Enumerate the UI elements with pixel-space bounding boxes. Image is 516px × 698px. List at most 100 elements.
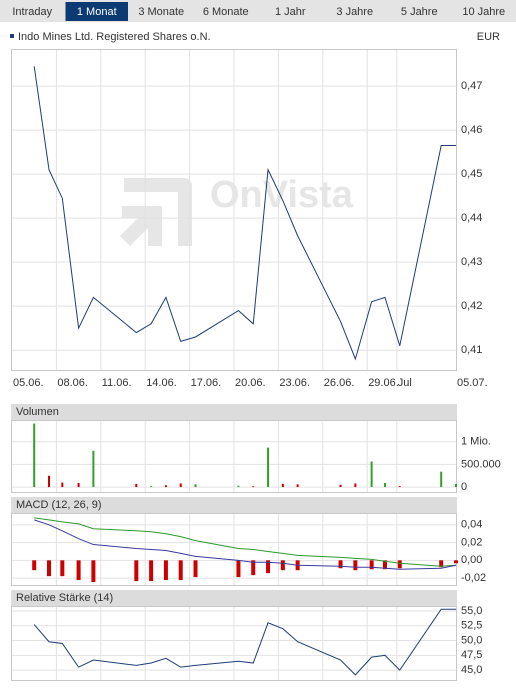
- tab[interactable]: [452, 2, 516, 21]
- tab[interactable]: [194, 2, 258, 21]
- y-tick-label: 1 Mio.: [461, 436, 491, 448]
- bar: [47, 560, 51, 577]
- line: [34, 519, 457, 570]
- bar: [149, 560, 154, 582]
- tab[interactable]: [130, 2, 193, 21]
- panel-title: Volumen: [16, 406, 59, 418]
- bar: [339, 484, 342, 488]
- instrument-name: Indo Mines Ltd. Registered Shares o.N.: [18, 31, 211, 43]
- line: [33, 66, 456, 361]
- bar: [76, 560, 81, 581]
- bar: [280, 560, 285, 571]
- tab[interactable]: [1, 2, 64, 21]
- y-tick-label: 0: [461, 481, 467, 493]
- bar: [454, 560, 458, 564]
- x-tick-label: 17.06.: [191, 377, 222, 389]
- tab[interactable]: [323, 2, 387, 21]
- y-tick-label: 0,44: [461, 212, 482, 224]
- tab-label[interactable]: Intraday: [12, 6, 52, 18]
- bar: [440, 471, 443, 488]
- bar: [48, 475, 50, 488]
- tab[interactable]: [259, 2, 322, 21]
- tab-label[interactable]: 3 Monate: [138, 6, 184, 18]
- bar: [353, 560, 358, 571]
- watermark-icon: [120, 178, 192, 246]
- bar: [135, 483, 138, 488]
- panel-title: Relative Stärke (14): [16, 592, 113, 604]
- bar: [398, 486, 401, 488]
- bar: [32, 560, 37, 571]
- tab-label[interactable]: 5 Jahre: [401, 6, 438, 18]
- currency: EUR: [477, 31, 500, 43]
- y-tick-label: 0,42: [461, 300, 482, 312]
- y-tick-label: 45,0: [461, 664, 482, 676]
- bar: [194, 484, 197, 488]
- panel-header: [11, 497, 457, 513]
- bar: [33, 423, 36, 488]
- tab-label[interactable]: 10 Jahre: [462, 6, 505, 18]
- bar: [281, 483, 284, 488]
- y-tick-label: 0,46: [461, 124, 482, 136]
- bar: [193, 560, 198, 578]
- y-tick-label: 0,47: [461, 80, 482, 92]
- bar: [252, 486, 255, 488]
- panel-header: [11, 590, 457, 606]
- bar: [382, 560, 387, 570]
- y-tick-label: 0,41: [461, 344, 482, 356]
- y-tick-label: 0,02: [461, 536, 482, 548]
- y-tick-label: 52,5: [461, 620, 482, 632]
- x-tick-label: 08.06.: [57, 377, 88, 389]
- bar: [163, 560, 168, 581]
- y-tick-label: 0,00: [461, 554, 482, 566]
- y-tick-label: 0,04: [461, 519, 482, 531]
- bar: [134, 560, 139, 582]
- bar: [251, 560, 256, 576]
- bar: [369, 560, 374, 570]
- bar: [92, 450, 95, 488]
- tab-bar: [0, 0, 516, 22]
- x-tick-label: Jul: [398, 377, 412, 389]
- bar: [178, 560, 183, 581]
- x-tick-label: 11.06.: [102, 377, 132, 389]
- watermark: OnVista: [210, 174, 354, 216]
- bar: [266, 560, 271, 574]
- panel-title: MACD (12, 26, 9): [16, 499, 102, 511]
- x-tick-label: 20.06.: [235, 377, 266, 389]
- bar: [383, 482, 386, 488]
- y-tick-label: -0,02: [461, 572, 486, 584]
- x-tick-label: 05.06.: [13, 377, 44, 389]
- bar: [61, 482, 64, 488]
- y-tick-label: 500.000: [461, 458, 501, 470]
- tab-label[interactable]: 1 Monat: [77, 6, 117, 18]
- bar: [397, 560, 402, 569]
- bar: [439, 560, 444, 568]
- y-tick-label: 0,45: [461, 168, 482, 180]
- bullet: [10, 34, 14, 38]
- y-tick-label: 50,0: [461, 634, 482, 646]
- tab[interactable]: [388, 2, 451, 21]
- bar: [179, 483, 182, 488]
- bar: [164, 485, 167, 488]
- bar: [267, 447, 270, 488]
- bar: [354, 483, 357, 488]
- tab-label[interactable]: 6 Monate: [203, 6, 249, 18]
- bar: [60, 560, 65, 577]
- panel-header: [11, 404, 457, 420]
- bar: [338, 560, 343, 569]
- line: [33, 608, 456, 676]
- bar: [150, 486, 153, 488]
- y-tick-label: 0,43: [461, 256, 482, 268]
- x-tick-label: 23.06.: [279, 377, 310, 389]
- x-tick-label: 05.07.: [457, 377, 488, 389]
- bar: [91, 560, 96, 582]
- tab-active[interactable]: [65, 2, 129, 21]
- bar: [77, 482, 80, 488]
- tab-label[interactable]: 3 Jahre: [336, 6, 373, 18]
- bar: [237, 485, 240, 488]
- y-tick-label: 47,5: [461, 649, 482, 661]
- tab-label[interactable]: 1 Jahr: [275, 6, 306, 18]
- x-tick-label: 14.06.: [146, 377, 177, 389]
- y-tick-label: 55,0: [461, 605, 482, 617]
